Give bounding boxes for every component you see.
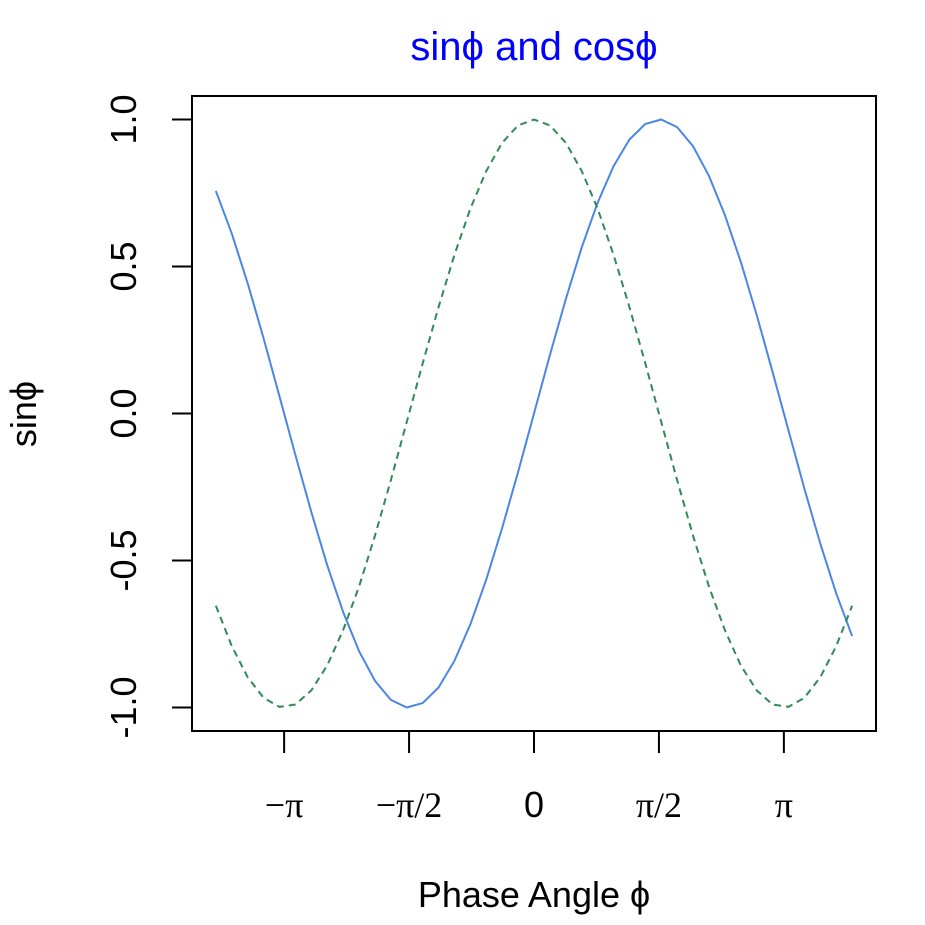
y-tick-label: -0.5: [103, 529, 144, 591]
x-tick-label: π/2: [636, 785, 682, 825]
x-tick-label: −π: [265, 785, 303, 825]
y-tick-label: 0.5: [103, 241, 144, 291]
series-line-sin: [214, 118, 854, 709]
x-tick-label: π: [775, 785, 793, 825]
y-tick-label: 1.0: [103, 94, 144, 144]
x-tick-label: 0: [524, 784, 544, 825]
series-line-cos: [214, 118, 854, 708]
chart-title: sinϕ and cosϕ: [410, 25, 657, 69]
y-axis: -1.0 -0.5 0.0 0.5 1.0: [103, 94, 193, 739]
y-tick-label: 0.0: [103, 388, 144, 438]
y-axis-label: sinϕ: [3, 381, 44, 447]
x-tick-label: −π/2: [376, 785, 442, 825]
series-layer: [214, 118, 854, 709]
x-axis: −π −π/2 0 π/2 π: [265, 730, 793, 825]
x-axis-label: Phase Angle ϕ: [418, 874, 650, 915]
y-tick-label: -1.0: [103, 676, 144, 738]
